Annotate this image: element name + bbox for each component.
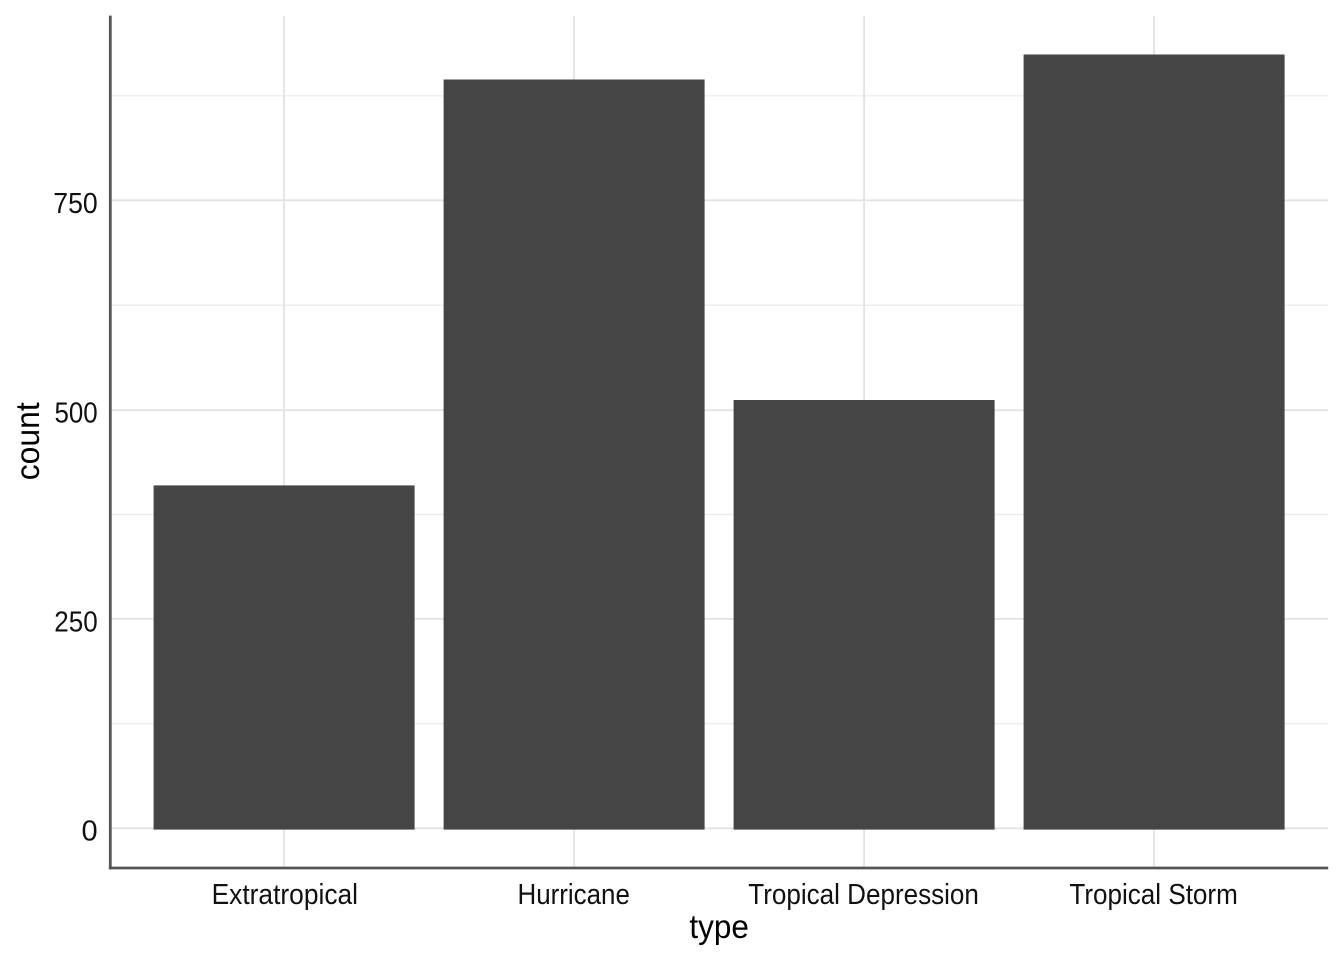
svg-text:count: count xyxy=(9,402,46,480)
svg-text:Tropical Depression: Tropical Depression xyxy=(748,879,979,911)
svg-text:Extratropical: Extratropical xyxy=(212,879,358,911)
svg-text:Tropical Storm: Tropical Storm xyxy=(1069,879,1237,911)
svg-text:type: type xyxy=(689,908,749,945)
svg-text:0: 0 xyxy=(82,815,98,847)
svg-text:500: 500 xyxy=(55,398,98,430)
svg-text:750: 750 xyxy=(53,188,97,220)
svg-text:Hurricane: Hurricane xyxy=(518,879,630,911)
svg-text:250: 250 xyxy=(54,606,97,638)
